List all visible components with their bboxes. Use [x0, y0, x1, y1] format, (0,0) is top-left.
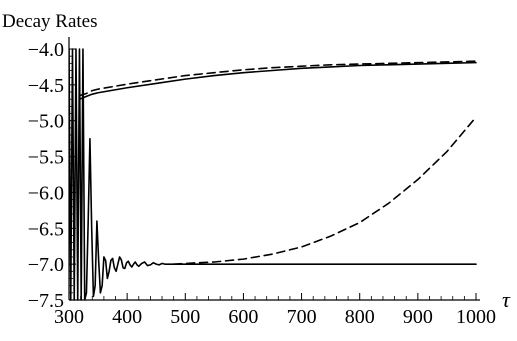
- x-tick-label: 500: [170, 306, 200, 328]
- y-tick-label: −4.0: [28, 39, 64, 61]
- y-tick-label: −6.0: [28, 182, 64, 204]
- x-axis-label: τ: [502, 287, 511, 312]
- x-tick-label: 800: [345, 306, 375, 328]
- series-line-3: [172, 116, 477, 265]
- x-tick-label: 600: [228, 306, 258, 328]
- series-line-2: [78, 61, 477, 100]
- x-tick-label: 700: [287, 306, 317, 328]
- series-layer: [69, 48, 477, 301]
- x-tick-label: 1000: [456, 306, 496, 328]
- series-line-5: [69, 48, 175, 301]
- chart-title: Decay Rates: [2, 11, 97, 32]
- y-tick-label: −7.0: [28, 254, 64, 276]
- y-tick-label: −5.0: [28, 111, 64, 133]
- x-tick-label: 300: [54, 306, 84, 328]
- series-line-1: [78, 60, 477, 97]
- y-tick-label: −7.5: [28, 290, 64, 312]
- y-tick-label: −4.5: [28, 75, 64, 97]
- y-tick-label: −6.5: [28, 218, 64, 240]
- y-tick-label: −5.5: [28, 147, 64, 169]
- tick-layer: 300 400 500 600 700 800 900 1000 −4.0 −4.5 −5.0 −5.…: [28, 39, 496, 328]
- x-tick-label: 900: [403, 306, 433, 328]
- x-tick-label: 400: [112, 306, 142, 328]
- axes-layer: [68, 37, 480, 301]
